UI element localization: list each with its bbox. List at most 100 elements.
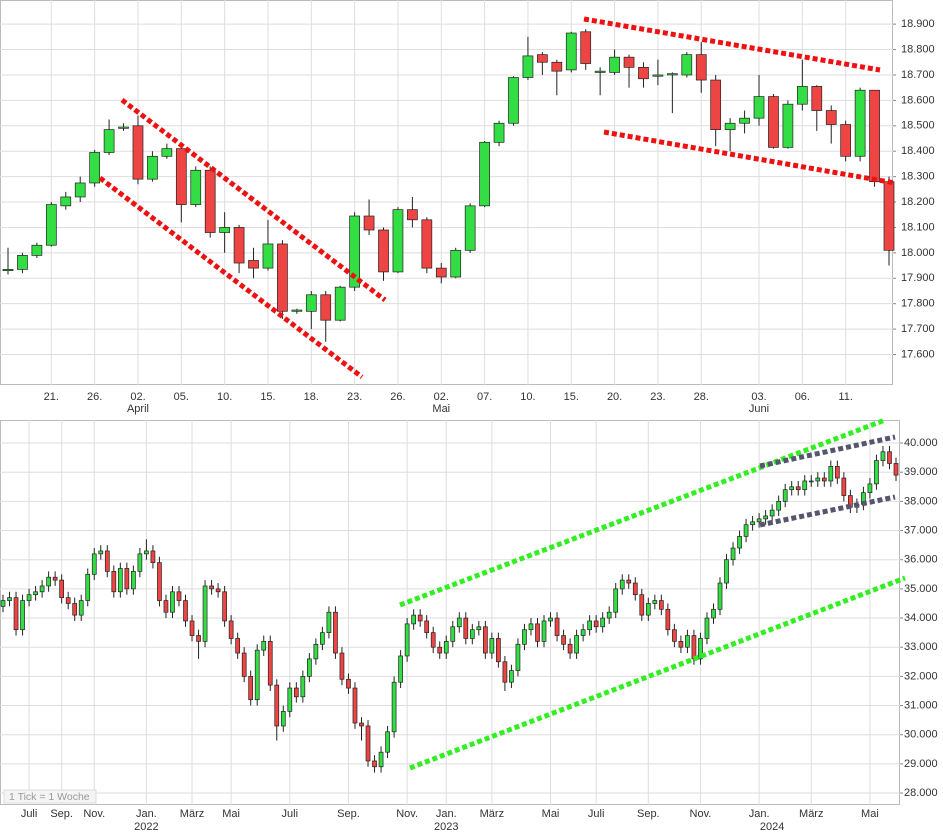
x-tick-label: 02. [130, 391, 145, 403]
candle-body [421, 219, 433, 269]
candle-body [13, 597, 19, 631]
candle-body [74, 182, 86, 198]
candle-body [261, 641, 267, 651]
candle-body [132, 125, 144, 180]
candle-body [574, 635, 579, 654]
candle-body [840, 124, 852, 157]
x-tick-label: Mai [861, 808, 879, 820]
candle-body [665, 608, 671, 631]
x-tick-label: 23. [650, 391, 665, 403]
y-tick-label: 17.900 [901, 272, 935, 284]
candle-body [456, 617, 462, 628]
candle-body [39, 585, 45, 593]
x-tick-label: 07. [477, 391, 492, 403]
trendline [759, 434, 896, 469]
candle-body [313, 643, 319, 660]
trendline [759, 494, 896, 528]
y-tick-label: 28.000 [904, 787, 938, 799]
candle-body [378, 751, 384, 768]
x-tick-label: März [180, 808, 204, 820]
candle-body [254, 649, 260, 701]
x-tick-label: 28. [694, 391, 709, 403]
candle-body [183, 600, 188, 622]
candle-body [561, 635, 566, 645]
x-group-label: 2022 [134, 821, 158, 833]
y-tick-label: 37.000 [904, 524, 938, 536]
candle-body [795, 486, 801, 491]
y-tick-label: 18.300 [901, 171, 935, 183]
candle-body [60, 196, 72, 207]
candle-body [893, 463, 899, 476]
y-tick-label: 18.800 [901, 43, 935, 55]
x-tick-label: Nov. [83, 808, 105, 820]
y-tick-label: 32.000 [904, 670, 938, 682]
x-tick-label: Jan. [749, 808, 770, 820]
y-tick-label: 39.000 [904, 466, 938, 478]
x-group-label: April [127, 403, 149, 415]
candle-body [190, 169, 202, 205]
y-tick-label: 38.000 [904, 495, 938, 507]
y-tick-label: 29.000 [904, 758, 938, 770]
candle-body [215, 588, 221, 593]
candle-body [320, 632, 325, 645]
candle-body [209, 585, 214, 590]
candle-body [365, 725, 371, 762]
trendline [120, 98, 387, 302]
candle-body [26, 594, 32, 601]
candle-body [522, 55, 534, 78]
candle-body [59, 579, 65, 598]
candle-body [841, 477, 847, 496]
x-tick-label: 15. [564, 391, 579, 403]
candle-body [0, 600, 6, 607]
x-tick-label: Nov. [396, 808, 418, 820]
candle-body [528, 623, 534, 631]
candle-body [548, 617, 553, 622]
candle-body [137, 553, 143, 572]
y-tick-label: 35.000 [904, 583, 938, 595]
candle-body [411, 614, 416, 625]
candle-body [277, 243, 288, 312]
candle-body [78, 600, 84, 616]
x-tick-label: Juli [282, 808, 299, 820]
candle-body [7, 597, 12, 601]
candle-body [613, 588, 619, 613]
candle-body [363, 215, 375, 231]
candle-body [672, 629, 677, 642]
trendline [583, 16, 881, 73]
candle-body [189, 620, 195, 636]
candle-body [658, 600, 664, 610]
candle-body [233, 227, 245, 264]
x-tick-label: 06. [795, 391, 810, 403]
candle-body [619, 579, 625, 590]
candle-body [430, 632, 436, 648]
candle-body [33, 591, 38, 596]
plot-area [0, 0, 893, 385]
candle-body [479, 141, 490, 207]
x-tick-label: 10. [217, 391, 232, 403]
trendline [409, 575, 906, 771]
candle-body [157, 562, 162, 601]
candle-body [623, 56, 635, 68]
candle-body [424, 620, 430, 633]
candle-body [825, 110, 837, 125]
candle-body [768, 96, 779, 148]
candle-body [753, 96, 765, 119]
candle-body [802, 480, 808, 491]
candle-body [248, 260, 259, 269]
candle-body [417, 614, 423, 622]
candle-body [789, 486, 795, 491]
candle-body [334, 286, 346, 321]
x-tick-label: 20. [607, 391, 622, 403]
candle-body [398, 655, 403, 683]
candle-body [222, 591, 227, 622]
candle-body [667, 73, 678, 76]
x-tick-label: 02. [434, 391, 449, 403]
candle-body [435, 267, 447, 278]
x-tick-label: Juli [21, 808, 38, 820]
candle-body [685, 635, 690, 648]
x-tick-label: 21. [44, 391, 59, 403]
candle-body [111, 571, 117, 593]
y-tick-label: 18.000 [901, 247, 935, 259]
